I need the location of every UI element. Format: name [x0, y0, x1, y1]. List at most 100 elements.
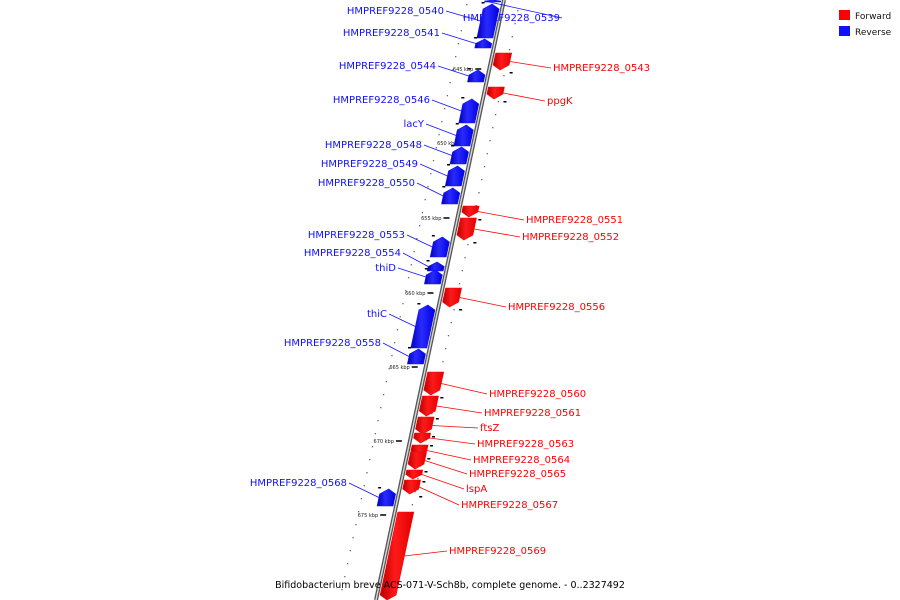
gene-hmpref9228-0549: HMPREF9228_0549 — [321, 159, 465, 187]
tick-label: 660 kbp — [405, 291, 425, 297]
gene-end-mark — [474, 37, 478, 39]
guide-dot — [407, 277, 410, 279]
gene-hmpref9228-0550: HMPREF9228_0550 — [318, 178, 461, 205]
gene-leader-line — [459, 297, 507, 308]
guide-dot — [435, 147, 437, 149]
guide-dot — [369, 459, 371, 461]
guide-dot — [430, 173, 432, 175]
guide-dot — [463, 17, 465, 19]
gene-label: HMPREF9228_0564 — [473, 455, 570, 466]
gene-ftsz: ftsZ — [415, 416, 499, 438]
gene-label: thiC — [367, 309, 387, 320]
gene-shape — [407, 451, 427, 470]
gene-leader-line — [509, 61, 552, 69]
gene-leader-line — [426, 450, 472, 461]
gene-ppgk: ppgK — [486, 86, 573, 107]
gene-shape — [407, 348, 426, 365]
tick-label: 655 kbp — [421, 216, 441, 222]
guide-dot — [478, 192, 480, 194]
gene-leader-line — [406, 234, 433, 248]
gene-label: ppgK — [547, 96, 573, 107]
gene-end-mark — [424, 471, 428, 473]
guide-dot — [360, 498, 363, 500]
gene-shape — [476, 3, 500, 39]
gene-label: HMPREF9228_0554 — [304, 248, 401, 259]
gene-end-mark — [407, 347, 411, 349]
guide-dot — [363, 485, 365, 487]
gene-end-mark — [431, 235, 435, 237]
legend: Forward Reverse — [839, 10, 892, 38]
tick-label: 650 kbp — [437, 141, 457, 147]
gene-hmpref9228-0563: HMPREF9228_0563 — [413, 432, 574, 450]
gene-label: HMPREF9228_0561 — [484, 408, 581, 419]
gene-shape — [453, 124, 474, 147]
guide-dot — [466, 4, 468, 6]
gene-hmpref9228-0548: HMPREF9228_0548 — [325, 140, 469, 165]
gene-label: lacY — [403, 119, 424, 130]
gene-leader-line — [474, 228, 521, 238]
gene-hmpref9228-0544: HMPREF9228_0544 — [339, 61, 486, 83]
gene-shape — [486, 86, 505, 100]
guide-dot — [391, 355, 393, 357]
gene-leader-line — [421, 474, 465, 490]
gene-label: HMPREF9228_0560 — [489, 389, 586, 400]
guide-dot — [374, 433, 376, 435]
guide-dot — [497, 101, 500, 103]
guide-dot — [457, 43, 460, 45]
gene-shape — [474, 38, 493, 49]
guide-dot — [414, 491, 416, 493]
guide-dot — [371, 446, 374, 448]
gene-leader-line — [431, 99, 462, 112]
kbp-ticks: 645 kbp 650 kbp 655 kbp 660 kbp 665 kbp 670 k… — [358, 67, 482, 519]
guide-dot — [453, 309, 455, 311]
gene-leader-line — [402, 252, 429, 267]
gene-shape — [405, 469, 424, 480]
gene-label: HMPREF9228_0551 — [526, 215, 623, 226]
guide-dot — [421, 212, 424, 214]
guide-dot — [441, 121, 443, 123]
gene-hmpref9228-0567: HMPREF9228_0567 — [402, 479, 558, 511]
gene-shape — [413, 432, 431, 444]
gene-shape — [423, 371, 445, 396]
gene-label: HMPREF9228_0548 — [325, 140, 422, 151]
legend-forward-swatch — [839, 10, 850, 20]
gene-end-mark — [473, 242, 477, 244]
guide-dot — [352, 537, 354, 539]
tick-label: 670 kbp — [374, 439, 394, 445]
gene-end-mark — [481, 2, 485, 4]
gene-end-mark — [427, 458, 431, 460]
guide-dot — [458, 283, 461, 285]
guide-dot — [431, 413, 433, 415]
tick-label: 675 kbp — [358, 513, 378, 519]
gene-end-mark — [419, 496, 423, 498]
gene-hmpref9228-0556: HMPREF9228_0556 — [442, 287, 605, 313]
gene-label: HMPREF9228_0558 — [284, 338, 381, 349]
guide-dot — [486, 153, 488, 155]
gene-shape — [410, 304, 436, 349]
gene-hmpref9228-0565: HMPREF9228_0565 — [407, 451, 566, 480]
gene-shape — [449, 146, 469, 165]
guide-dot — [349, 550, 351, 552]
gene-hmpref9228-0554: HMPREF9228_0554 — [304, 248, 445, 272]
gene-end-mark — [424, 268, 428, 270]
guide-dot — [346, 563, 349, 565]
guide-dot — [475, 205, 477, 207]
gene-leader-line — [432, 425, 479, 429]
gene-end-mark — [459, 309, 463, 311]
gene-end-mark — [478, 219, 482, 221]
gene-end-mark — [422, 481, 426, 483]
guide-dot — [344, 576, 346, 578]
gene-shape — [467, 69, 486, 83]
gene-leader-line — [445, 10, 481, 22]
gene-leader-line — [441, 383, 488, 395]
guide-dot — [411, 504, 414, 506]
guide-dot — [382, 394, 385, 396]
gene-leader-line — [484, 0, 563, 19]
gene-shape — [376, 488, 396, 507]
guide-dot — [341, 589, 343, 591]
guide-dot — [355, 524, 357, 526]
gene-hmpref9228-0551: HMPREF9228_0551 — [461, 205, 623, 226]
guide-dot — [358, 511, 360, 513]
gene-shape — [444, 165, 465, 187]
